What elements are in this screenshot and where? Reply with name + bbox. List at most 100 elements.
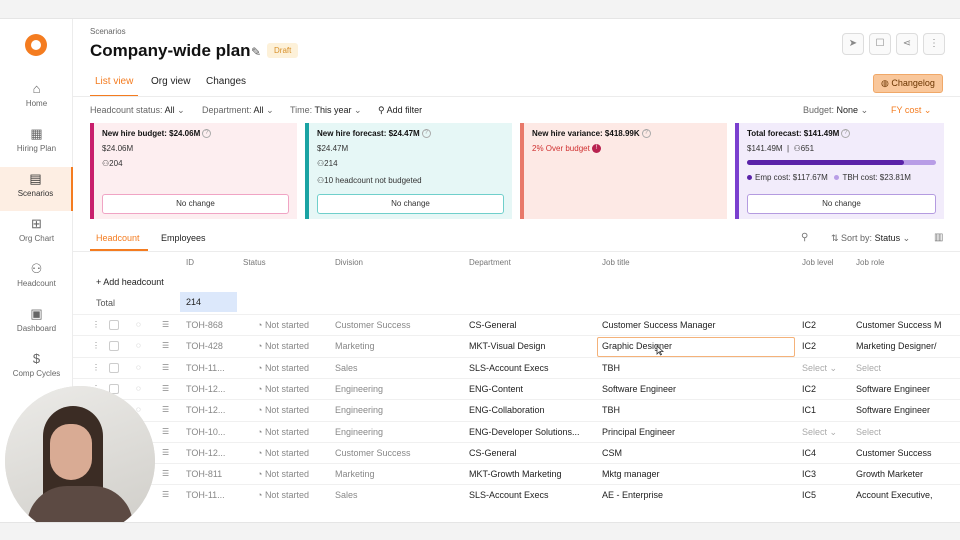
cell-status[interactable]: ◔ Not started xyxy=(257,405,309,415)
table-row[interactable]: ⋮ ◌ ☰ TOH-868 ◔ Not started Customer Success C… xyxy=(73,314,960,335)
cell-job-level[interactable]: Select ⌄ xyxy=(802,363,837,374)
cell-job-role[interactable]: Account Executive, xyxy=(856,490,960,500)
cell-job-title[interactable]: CSM xyxy=(602,448,622,458)
cell-job-level[interactable]: IC4 xyxy=(802,448,816,458)
sidebar-item-dashboard[interactable]: ▣ Dashboard xyxy=(0,302,73,346)
cell-job-level[interactable]: IC3 xyxy=(802,469,816,479)
sidebar-item-org-chart[interactable]: ⊞ Org Chart xyxy=(0,212,73,256)
row-menu-icon[interactable]: ☰ xyxy=(162,320,170,329)
no-change-button[interactable]: No change xyxy=(102,194,289,214)
cell-id[interactable]: TOH-428 xyxy=(186,341,223,351)
col-header-job-title[interactable]: Job title xyxy=(602,258,630,267)
sidebar-item-home[interactable]: ⌂ Home xyxy=(0,77,73,121)
cell-job-level[interactable]: IC2 xyxy=(802,320,816,330)
cell-job-level[interactable]: Select ⌄ xyxy=(802,427,837,438)
cell-job-title[interactable]: TBH xyxy=(602,405,620,415)
table-row[interactable]: ⋮◌☰TOH-811◔ Not startedMarketingMKT-Grow… xyxy=(73,463,960,484)
cell-division[interactable]: Customer Success xyxy=(335,448,411,458)
row-checkbox[interactable] xyxy=(109,320,119,330)
row-menu-icon[interactable]: ☰ xyxy=(162,469,170,479)
col-header-status[interactable]: Status xyxy=(243,258,266,267)
cell-job-level[interactable]: IC2 xyxy=(802,384,816,394)
cell-job-title[interactable]: Graphic Designer xyxy=(602,341,672,351)
search-icon[interactable]: ⚲ xyxy=(801,232,809,243)
sidebar-item-scenarios[interactable]: ▤ Scenarios xyxy=(0,167,73,211)
columns-icon[interactable]: ▥ xyxy=(934,232,944,243)
row-menu-icon[interactable]: ☰ xyxy=(162,426,170,436)
cell-job-role[interactable]: Select xyxy=(856,363,960,373)
table-row[interactable]: ⋮◌☰TOH-12...◔ Not startedEngineeringENG-… xyxy=(73,377,960,399)
cell-job-role[interactable]: Growth Marketer xyxy=(856,469,960,479)
drag-handle-icon[interactable]: ⋮ xyxy=(92,341,100,351)
changelog-button[interactable]: ◍ Changelog xyxy=(873,74,943,93)
cell-department[interactable]: MKT-Visual Design xyxy=(469,341,593,351)
active-cell-editor[interactable] xyxy=(597,337,795,358)
cell-division[interactable]: Engineering xyxy=(335,405,383,415)
comment-icon[interactable]: ☐ xyxy=(869,33,891,55)
cell-job-title[interactable]: Principal Engineer xyxy=(602,427,675,437)
cell-job-role[interactable]: Customer Success M xyxy=(856,320,960,330)
cell-division[interactable]: Customer Success xyxy=(335,320,411,330)
edit-pencil-icon[interactable]: ✎ xyxy=(251,45,262,59)
sidebar-item-headcount[interactable]: ⚇ Headcount xyxy=(0,257,73,301)
filter-time[interactable]: Time: This year ⌄ xyxy=(290,105,362,115)
cell-status[interactable]: ◔ Not started xyxy=(257,384,309,394)
sidebar-item-hiring-plan[interactable]: ▦ Hiring Plan xyxy=(0,122,73,166)
col-header-job-role[interactable]: Job role xyxy=(856,258,885,267)
cell-id[interactable]: TOH-10... xyxy=(186,427,225,437)
cell-id[interactable]: TOH-868 xyxy=(186,320,223,330)
more-menu-icon[interactable]: ⋮ xyxy=(923,33,945,55)
row-menu-icon[interactable]: ☰ xyxy=(162,490,170,500)
cell-job-title[interactable]: Software Engineer xyxy=(602,384,676,394)
cell-status[interactable]: ◔ Not started xyxy=(257,320,309,330)
row-menu-icon[interactable]: ☰ xyxy=(162,447,170,457)
cell-status[interactable]: ◔ Not started xyxy=(257,469,309,479)
cell-division[interactable]: Marketing xyxy=(335,469,375,479)
breadcrumb[interactable]: Scenarios xyxy=(90,27,126,36)
cell-job-role[interactable]: Select xyxy=(856,427,960,437)
help-icon[interactable]: ? xyxy=(841,129,851,139)
add-headcount-button[interactable]: + Add headcount xyxy=(96,277,164,287)
cell-id[interactable]: TOH-12... xyxy=(186,384,225,394)
cell-job-role[interactable]: Marketing Designer/ xyxy=(856,341,960,351)
table-row[interactable]: ⋮ ◌ ☰ TOH-428 ◔ Not started Marketing MKT-Visu… xyxy=(73,335,960,358)
cell-status[interactable]: ◔ Not started xyxy=(257,427,309,437)
budget-select[interactable]: Budget: None ⌄ xyxy=(803,105,869,115)
cell-job-title[interactable]: TBH xyxy=(602,363,620,373)
no-change-button[interactable]: No change xyxy=(317,194,504,214)
cell-status[interactable]: ◔ Not started xyxy=(257,448,309,458)
col-header-division[interactable]: Division xyxy=(335,258,364,267)
cell-division[interactable]: Sales xyxy=(335,363,358,373)
table-row[interactable]: ⋮◌☰TOH-10...◔ Not startedEngineeringENG-… xyxy=(73,420,960,442)
filter-headcount-status[interactable]: Headcount status: All ⌄ xyxy=(90,105,185,115)
row-menu-icon[interactable]: ☰ xyxy=(162,362,170,372)
cell-id[interactable]: TOH-12... xyxy=(186,448,225,458)
brand-logo[interactable] xyxy=(25,34,47,56)
cell-id[interactable]: TOH-811 xyxy=(186,469,222,479)
cell-status[interactable]: ◔ Not started xyxy=(257,363,309,373)
cell-division[interactable]: Engineering xyxy=(335,384,383,394)
cell-id[interactable]: TOH-12... xyxy=(186,405,225,415)
tab-employees[interactable]: Employees xyxy=(161,233,206,243)
col-header-id[interactable]: ID xyxy=(186,258,194,267)
comment-icon[interactable]: ◌ xyxy=(136,341,141,351)
cell-job-role[interactable]: Software Engineer xyxy=(856,405,960,415)
help-icon[interactable]: ? xyxy=(421,129,431,139)
send-icon[interactable]: ➤ xyxy=(842,33,864,55)
no-change-button[interactable]: No change xyxy=(747,194,936,214)
cell-department[interactable]: ENG-Developer Solutions... xyxy=(469,427,593,437)
cell-job-level[interactable]: IC1 xyxy=(802,405,816,415)
cell-status[interactable]: ◔ Not started xyxy=(257,490,309,500)
cell-department[interactable]: MKT-Growth Marketing xyxy=(469,469,593,479)
help-icon[interactable]: ? xyxy=(641,129,651,139)
col-header-job-level[interactable]: Job level xyxy=(802,258,834,267)
fy-cost-select[interactable]: FY cost ⌄ xyxy=(891,105,932,115)
cell-job-role[interactable]: Software Engineer xyxy=(856,384,960,394)
cell-job-title[interactable]: Customer Success Manager xyxy=(602,320,716,330)
cell-division[interactable]: Marketing xyxy=(335,341,375,351)
cell-department[interactable]: ENG-Collaboration xyxy=(469,405,593,415)
table-row[interactable]: ⋮◌☰TOH-12...◔ Not startedEngineeringENG-… xyxy=(73,399,960,420)
tab-headcount[interactable]: Headcount xyxy=(96,233,140,243)
help-icon[interactable]: ? xyxy=(202,129,212,139)
